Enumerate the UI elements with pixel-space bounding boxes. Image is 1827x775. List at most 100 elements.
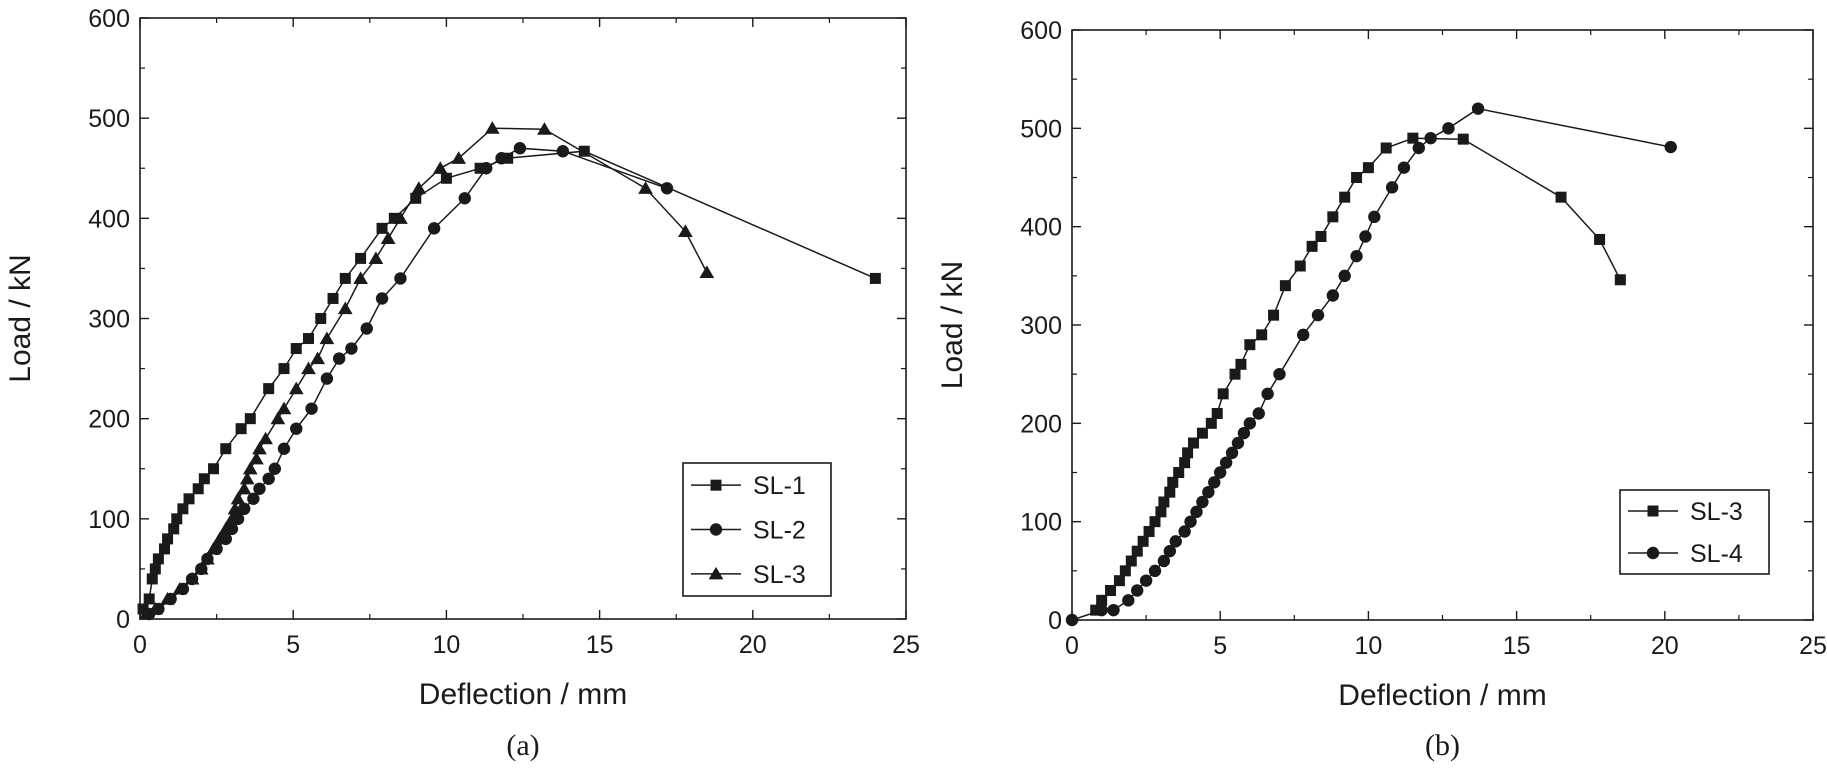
data-point-sl-4	[1471, 102, 1485, 115]
data-point-sl-3	[1137, 535, 1149, 547]
data-point-sl-2	[237, 502, 251, 516]
data-point-sl-3	[1158, 496, 1170, 508]
data-point-sl-3	[638, 181, 653, 194]
x-tick-label: 20	[739, 631, 767, 659]
data-point-sl-4	[1148, 564, 1162, 578]
data-point-sl-3	[1555, 191, 1567, 203]
data-point-sl-3	[224, 511, 240, 525]
data-point-sl-3	[1155, 506, 1167, 518]
data-point-sl-1	[355, 252, 367, 264]
data-point-sl-3	[227, 501, 243, 515]
data-point-sl-3	[242, 461, 258, 475]
data-point-sl-3	[1380, 142, 1392, 154]
legend-label: SL-1	[753, 472, 806, 500]
data-point-sl-3	[678, 224, 693, 237]
data-point-sl-1	[278, 363, 290, 375]
data-point-sl-4	[1231, 436, 1245, 450]
data-point-sl-1	[315, 313, 327, 324]
data-point-sl-3	[138, 606, 154, 620]
data-point-sl-3	[380, 231, 396, 244]
data-point-sl-3	[1173, 467, 1185, 478]
data-point-sl-1	[177, 503, 189, 515]
legend-label: SL-2	[753, 517, 806, 545]
x-axis-label: Deflection / mm	[419, 678, 627, 711]
data-point-sl-4	[1442, 122, 1455, 135]
data-point-sl-2	[375, 292, 389, 305]
data-point-sl-3	[1327, 211, 1339, 223]
data-point-sl-1	[171, 513, 183, 525]
y-tick-label: 300	[1020, 312, 1062, 340]
data-point-sl-3	[1279, 280, 1291, 292]
data-point-sl-3	[276, 401, 292, 415]
data-point-sl-3	[1182, 447, 1194, 459]
panel-caption: (a)	[506, 729, 539, 762]
data-point-sl-4	[1219, 456, 1233, 469]
y-tick-label: 400	[1020, 214, 1062, 242]
data-point-sl-4	[1397, 161, 1411, 174]
y-tick-label: 300	[88, 306, 130, 334]
data-point-sl-4	[1252, 407, 1265, 420]
data-point-sl-2	[480, 162, 493, 175]
data-point-sl-3	[1229, 368, 1241, 380]
data-point-sl-4	[1208, 476, 1221, 489]
data-point-sl-4	[1169, 535, 1182, 548]
y-tick-label: 100	[1020, 509, 1062, 537]
legend-box	[1619, 489, 1770, 575]
data-point-sl-3	[393, 211, 408, 224]
data-point-sl-2	[253, 482, 266, 495]
data-point-sl-3	[1315, 231, 1327, 242]
data-point-sl-1	[263, 383, 275, 395]
data-point-sl-4	[1139, 574, 1153, 587]
data-point-sl-1	[192, 483, 204, 495]
data-point-sl-3	[258, 431, 273, 445]
data-point-sl-2	[262, 472, 275, 485]
data-point-sl-3	[1235, 358, 1247, 370]
data-point-sl-4	[1350, 249, 1363, 263]
data-point-sl-2	[247, 492, 260, 505]
data-point-sl-4	[1065, 613, 1079, 627]
panel-b-chart: 0 5 10 15 20 25 0 100 200 300 400 500 600 Deflection …	[936, 17, 1827, 762]
data-point-sl-3	[310, 351, 326, 365]
x-tick-label: 0	[133, 631, 147, 659]
data-point-sl-3	[239, 471, 255, 485]
data-point-sl-3	[1205, 417, 1217, 429]
legend-marker-square	[1647, 505, 1659, 517]
data-point-sl-3	[1362, 162, 1374, 174]
data-point-sl-3	[212, 531, 228, 545]
data-point-sl-1	[146, 573, 158, 585]
data-point-sl-1	[159, 543, 171, 555]
series-sl-3	[1090, 132, 1626, 616]
y-tick-label: 0	[1048, 607, 1062, 635]
data-point-sl-1	[162, 533, 174, 545]
data-point-sl-1	[198, 473, 210, 485]
data-point-sl-3	[368, 251, 384, 264]
data-point-sl-3	[1188, 437, 1200, 449]
data-point-sl-4	[1326, 289, 1340, 302]
data-point-sl-3	[1196, 427, 1208, 439]
data-point-sl-2	[345, 342, 358, 355]
data-point-sl-3	[1268, 309, 1280, 321]
data-point-sl-2	[458, 192, 471, 205]
data-point-sl-1	[143, 593, 155, 605]
data-point-sl-3	[411, 181, 427, 194]
data-point-sl-4	[1359, 230, 1372, 243]
data-point-sl-3	[1407, 132, 1419, 144]
data-point-sl-1	[137, 603, 149, 615]
data-point-sl-3	[1217, 388, 1229, 400]
data-point-sl-4	[1107, 603, 1120, 617]
data-point-sl-3	[1244, 339, 1256, 351]
data-point-sl-3	[218, 521, 234, 535]
data-point-sl-3	[485, 121, 500, 134]
data-point-sl-4	[1261, 387, 1274, 401]
data-point-sl-4	[1196, 495, 1209, 509]
data-point-sl-4	[1243, 417, 1257, 430]
y-tick-label: 600	[1020, 17, 1062, 45]
y-tick-label: 500	[1020, 115, 1062, 143]
data-point-sl-3	[537, 122, 552, 135]
data-point-sl-3	[1211, 408, 1223, 419]
data-point-sl-1	[220, 443, 232, 455]
data-point-sl-4	[1273, 367, 1286, 381]
x-tick-label: 5	[1213, 632, 1227, 660]
data-point-sl-2	[513, 142, 527, 155]
